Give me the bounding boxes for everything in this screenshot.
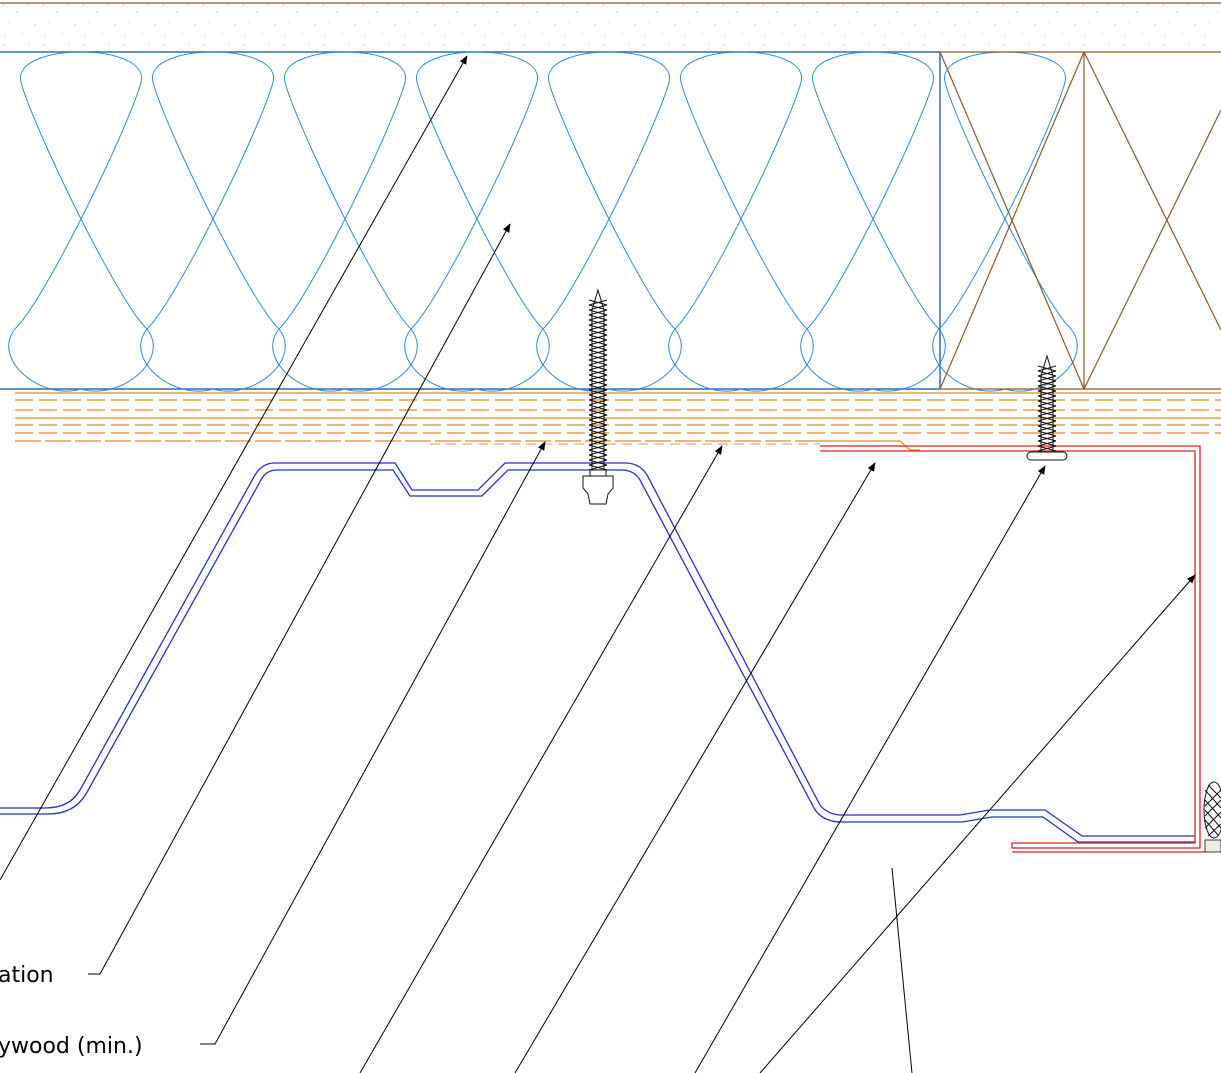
sealant-bead (1203, 781, 1221, 853)
metal-deck-profile (0, 462, 1195, 843)
insulation-batt-layer (0, 51, 1078, 392)
insulation-batt-lobe (140, 51, 286, 392)
leader-lines (0, 55, 1196, 1073)
insulation-batt-lobe (932, 51, 1078, 392)
plywood-label: ywood (min.) (0, 1034, 143, 1059)
plywood-layers (15, 392, 1221, 451)
insulation-batt-lobe (272, 51, 418, 392)
insulation-batt-lobe (536, 51, 682, 392)
deck-screw (582, 288, 614, 505)
insulation-batt-lobe (404, 51, 550, 392)
metal-flashing (820, 445, 1205, 853)
flashing-screw (1026, 354, 1068, 461)
cover-board-layer (0, 2, 1221, 52)
insulation-batt-lobe (668, 51, 814, 392)
insulation-label: ation (0, 963, 54, 988)
insulation-batt-lobe (800, 51, 946, 392)
insulation-batt-lobe (8, 51, 154, 392)
wood-blocking (939, 51, 1221, 390)
